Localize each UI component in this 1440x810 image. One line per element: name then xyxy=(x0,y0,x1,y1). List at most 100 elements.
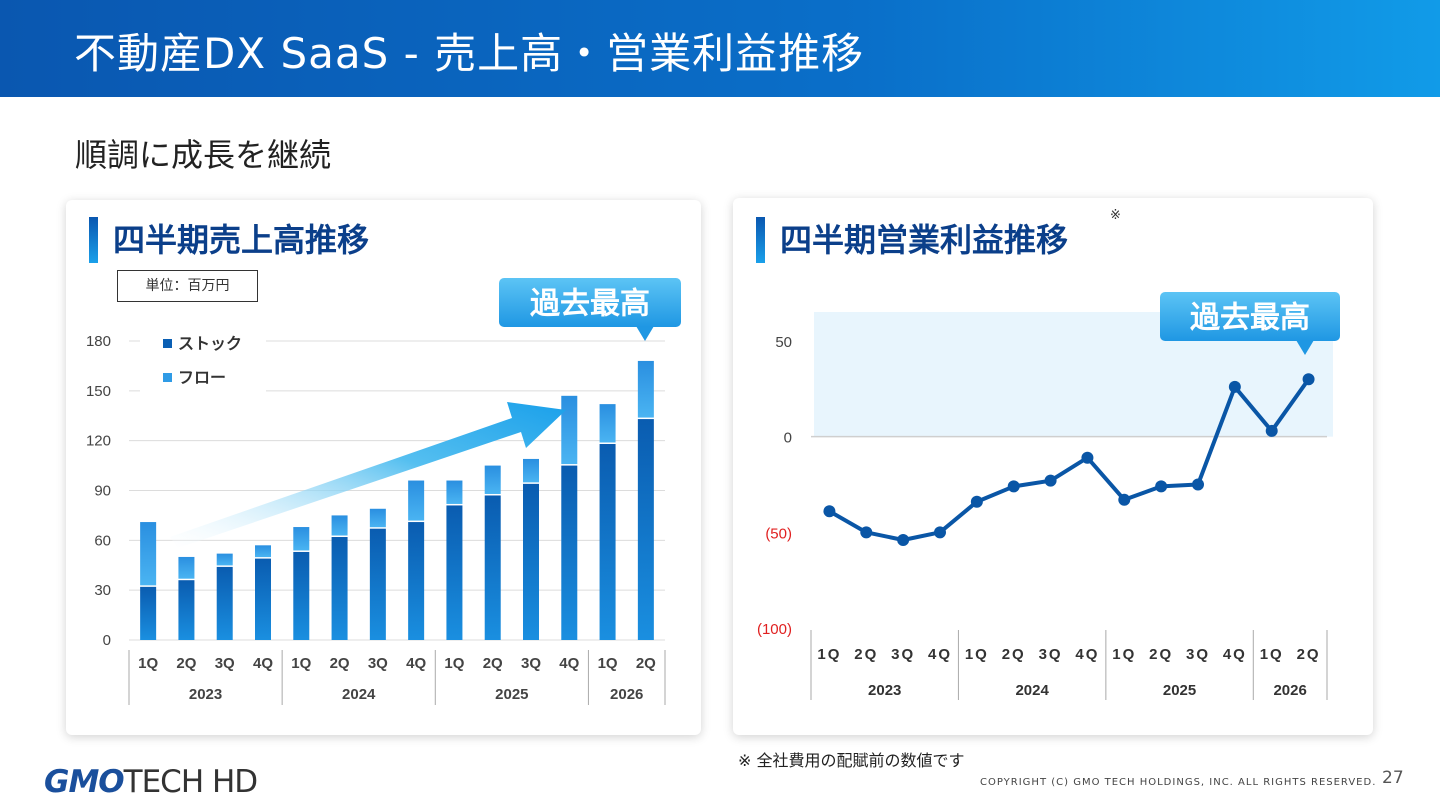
bar-xtick-label: 2Q xyxy=(483,655,503,672)
profit-point xyxy=(1081,451,1094,464)
bar-year-label: 2023 xyxy=(189,686,222,703)
profit-point xyxy=(823,505,836,518)
bar-xtick-label: 3Q xyxy=(521,655,541,672)
bar-flow xyxy=(255,545,271,558)
legend-swatch-stock xyxy=(163,339,172,348)
line-year-label: 2026 xyxy=(1273,682,1306,699)
line-xtick-label: 2Q xyxy=(854,646,878,663)
line-year-label: 2024 xyxy=(1015,682,1049,699)
bar-stock xyxy=(293,551,310,640)
growth-arrow xyxy=(170,402,566,548)
bar-stock xyxy=(523,483,539,640)
line-xtick-label: 2Q xyxy=(1297,646,1321,663)
legend-label-flow: フロー xyxy=(178,368,226,387)
note-mark: ※ xyxy=(1110,208,1121,223)
bar-xtick-label: 2Q xyxy=(176,655,196,672)
bar-stock xyxy=(331,537,348,640)
profit-panel xyxy=(733,198,1373,735)
badge-pointer xyxy=(636,326,654,341)
profit-line xyxy=(828,378,1311,542)
line-xtick-label: 1Q xyxy=(965,646,989,663)
bar-flow xyxy=(369,508,386,528)
profit-point xyxy=(1265,424,1278,437)
header-bar: 不動産DX SaaS - 売上高・営業利益推移 xyxy=(0,0,1440,97)
line-xtick-label: 1Q xyxy=(817,646,841,663)
bar-flow xyxy=(599,404,616,443)
bar-stock xyxy=(140,586,157,640)
bar-stock xyxy=(637,419,654,640)
line-xtick-label: 3Q xyxy=(1186,646,1210,663)
bar-flow xyxy=(446,480,463,504)
line-xtick-label: 1Q xyxy=(1260,646,1284,663)
line-xtick-label: 4Q xyxy=(1223,646,1247,663)
bar-year-label: 2025 xyxy=(495,686,528,703)
unit-label: 単位：百万円 xyxy=(117,270,258,302)
bar-stock xyxy=(178,580,195,640)
profit-point xyxy=(1228,380,1241,393)
bar-stock xyxy=(599,443,616,640)
profit-point xyxy=(860,526,873,539)
bar-xtick-label: 4Q xyxy=(406,655,426,672)
badge-pointer xyxy=(1296,340,1314,355)
line-xtick-label: 2Q xyxy=(1002,646,1026,663)
bar-xtick-label: 2Q xyxy=(636,655,656,672)
legend-label-stock: ストック xyxy=(178,334,242,353)
line-xtick-label: 2Q xyxy=(1149,646,1173,663)
bar-stock xyxy=(484,495,501,640)
bar-stock xyxy=(216,566,233,640)
bar-ytick-label: 0 xyxy=(103,632,111,649)
bar-xtick-label: 1Q xyxy=(444,655,464,672)
bar-xtick-label: 2Q xyxy=(330,655,350,672)
profit-point xyxy=(1007,480,1020,493)
line-ytick-label: (100) xyxy=(757,621,792,638)
bar-xtick-label: 1Q xyxy=(291,655,311,672)
bar-flow xyxy=(408,480,425,521)
bar-stock xyxy=(561,465,578,640)
revenue-chart-title: 四半期売上高推移 xyxy=(113,221,370,259)
bar-stock xyxy=(446,505,463,640)
footnote: ※ 全社費用の配賦前の数値です xyxy=(738,751,965,770)
line-ytick-label: (50) xyxy=(765,525,792,542)
bar-stock xyxy=(369,528,386,640)
bar-flow xyxy=(293,527,310,551)
profit-point xyxy=(1118,493,1131,506)
bar-flow xyxy=(216,553,233,566)
bar-xtick-label: 3Q xyxy=(368,655,388,672)
copyright: COPYRIGHT (C) GMO TECH HOLDINGS, INC. AL… xyxy=(980,777,1377,788)
bar-xtick-label: 4Q xyxy=(559,655,579,672)
profit-point xyxy=(970,495,983,508)
page-subtitle: 順調に成長を継続 xyxy=(75,136,332,174)
profit-point xyxy=(934,526,946,539)
revenue-title-accent xyxy=(89,217,98,263)
profit-point xyxy=(897,533,910,546)
line-xtick-label: 3Q xyxy=(891,646,915,663)
profit-point xyxy=(1044,474,1057,487)
bar-xtick-label: 4Q xyxy=(253,655,273,672)
revenue-record-badge: 過去最高 xyxy=(499,278,681,341)
bar-year-label: 2024 xyxy=(342,686,376,703)
legend-bg xyxy=(140,328,266,394)
logo-rest: TECH HD xyxy=(123,764,259,800)
badge-label: 過去最高 xyxy=(1190,301,1310,336)
profit-point xyxy=(1155,480,1168,493)
line-ytick-label: 50 xyxy=(775,334,792,351)
bar-ytick-label: 180 xyxy=(86,333,111,350)
bar-year-label: 2026 xyxy=(610,686,643,703)
bar-xtick-label: 1Q xyxy=(598,655,618,672)
bar-stock xyxy=(255,558,271,640)
line-xtick-label: 1Q xyxy=(1112,646,1136,663)
bar-xtick-label: 3Q xyxy=(215,655,235,672)
bar-flow xyxy=(484,465,501,494)
bar-flow xyxy=(637,360,654,418)
profit-title-accent xyxy=(756,217,765,263)
legend-swatch-flow xyxy=(163,373,172,382)
company-logo: GMOTECH HD xyxy=(44,764,259,800)
line-year-label: 2023 xyxy=(868,682,901,699)
profit-point xyxy=(1192,478,1204,491)
line-xtick-label: 4Q xyxy=(1075,646,1099,663)
bar-flow xyxy=(178,556,195,579)
bar-ytick-label: 60 xyxy=(94,532,111,549)
line-year-label: 2025 xyxy=(1163,682,1196,699)
